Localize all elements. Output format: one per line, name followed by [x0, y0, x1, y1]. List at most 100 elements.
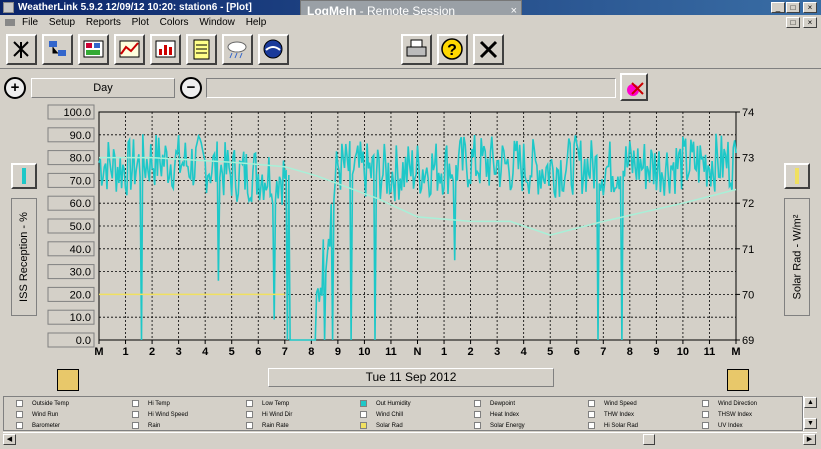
- legend-checkbox[interactable]: [702, 400, 709, 407]
- notes-button[interactable]: [186, 34, 217, 65]
- legend-checkbox[interactable]: [246, 400, 253, 407]
- legend-label: Barometer: [32, 423, 61, 430]
- close-plot-button[interactable]: [473, 34, 504, 65]
- station-icon: [13, 41, 29, 58]
- noaa-button[interactable]: [258, 34, 289, 65]
- date-label[interactable]: Tue 11 Sep 2012: [268, 368, 554, 387]
- legend-vertical-scrollbar[interactable]: ▲ ▼: [803, 396, 817, 431]
- legend-item[interactable]: Rain: [132, 422, 160, 432]
- legend-item[interactable]: Low Temp: [246, 400, 289, 410]
- legend-checkbox[interactable]: [588, 422, 595, 429]
- legend-item[interactable]: THSW Index: [702, 411, 752, 421]
- legend-checkbox[interactable]: [16, 411, 23, 418]
- right-series-button[interactable]: [784, 163, 810, 189]
- legend-checkbox[interactable]: [474, 400, 481, 407]
- menu-reports[interactable]: Reports: [85, 17, 121, 28]
- legend-checkbox[interactable]: [702, 422, 709, 429]
- menu-help[interactable]: Help: [245, 17, 267, 28]
- print-button[interactable]: [401, 34, 432, 65]
- help-button[interactable]: ?: [437, 34, 468, 65]
- legend-item[interactable]: Dewpoint: [474, 400, 515, 410]
- chart-button[interactable]: [150, 34, 181, 65]
- legend-item[interactable]: Heat Index: [474, 411, 519, 421]
- legend-item[interactable]: Wind Chill: [360, 411, 403, 421]
- range-bar[interactable]: [206, 78, 616, 98]
- plot-area: ISS Reception - % Solar Rad - W/m² 100.0…: [0, 104, 821, 394]
- range-selector[interactable]: Day: [31, 78, 175, 98]
- x-tick-label: 5: [547, 346, 553, 358]
- x-tick-label: 4: [521, 346, 528, 358]
- menu-colors[interactable]: Colors: [159, 17, 189, 28]
- station-button[interactable]: [6, 34, 37, 65]
- menu-plot[interactable]: Plot: [131, 17, 149, 28]
- legend-checkbox[interactable]: [246, 411, 253, 418]
- horizontal-scrollbar[interactable]: ◀ ▶: [3, 432, 817, 446]
- legend-item[interactable]: Hi Wind Dir: [246, 411, 292, 421]
- legend-checkbox[interactable]: [132, 422, 139, 429]
- network-button[interactable]: [42, 34, 73, 65]
- left-lock-icon[interactable]: [57, 369, 79, 391]
- legend-checkbox[interactable]: [132, 400, 139, 407]
- legend-checkbox[interactable]: [588, 400, 595, 407]
- scroll-thumb[interactable]: [643, 434, 655, 445]
- legend-item[interactable]: Rain Rate: [246, 422, 289, 432]
- legend-checkbox[interactable]: [132, 411, 139, 418]
- scroll-left-icon[interactable]: ◀: [3, 434, 16, 445]
- scroll-right-icon[interactable]: ▶: [803, 434, 816, 445]
- zoom-in-button[interactable]: +: [4, 77, 26, 99]
- chart-icon: [155, 40, 176, 58]
- left-tick-label: 20.0: [70, 289, 91, 301]
- legend-label: Wind Speed: [604, 401, 637, 408]
- legend-item[interactable]: Hi Solar Rad: [588, 422, 638, 432]
- legend-checkbox[interactable]: [702, 411, 709, 418]
- left-axis-label: ISS Reception - %: [11, 198, 37, 316]
- legend-checkbox[interactable]: [16, 400, 23, 407]
- menu-bar: File Setup Reports Plot Colors Window He…: [0, 15, 821, 30]
- legend-item[interactable]: Wind Direction: [702, 400, 757, 410]
- logmein-close-icon[interactable]: ×: [510, 5, 517, 17]
- legend-checkbox[interactable]: [360, 411, 367, 418]
- close-window-button[interactable]: ×: [803, 2, 817, 13]
- legend-item[interactable]: Hi Wind Speed: [132, 411, 188, 421]
- legend-item[interactable]: Outside Temp: [16, 400, 69, 410]
- legend-label: Wind Run: [32, 412, 59, 419]
- minimize-button[interactable]: _: [771, 2, 785, 13]
- menu-window[interactable]: Window: [199, 17, 235, 28]
- x-tick-label: 8: [308, 346, 314, 358]
- x-tick-label: 4: [202, 346, 209, 358]
- legend-item[interactable]: Solar Rad: [360, 422, 403, 432]
- zoom-out-button[interactable]: −: [180, 77, 202, 99]
- mdi-close-button[interactable]: ×: [803, 17, 817, 28]
- legend-checkbox[interactable]: [588, 411, 595, 418]
- scroll-down-icon[interactable]: ▼: [804, 418, 817, 429]
- legend-item[interactable]: Wind Speed: [588, 400, 637, 410]
- summary-button[interactable]: [114, 34, 145, 65]
- legend-label: Dewpoint: [490, 401, 516, 408]
- legend-item[interactable]: THW Index: [588, 411, 634, 421]
- marker-button[interactable]: [620, 73, 648, 101]
- legend-item[interactable]: UV Index: [702, 422, 743, 432]
- legend-checkbox[interactable]: [246, 422, 253, 429]
- legend-checkbox[interactable]: [360, 422, 367, 429]
- right-lock-icon[interactable]: [727, 369, 749, 391]
- legend-checkbox[interactable]: [360, 400, 367, 407]
- legend-checkbox[interactable]: [474, 422, 481, 429]
- legend-item[interactable]: Hi Temp: [132, 400, 170, 410]
- legend-item[interactable]: Barometer: [16, 422, 60, 432]
- menu-setup[interactable]: Setup: [48, 17, 76, 28]
- bulletin-button[interactable]: [78, 34, 109, 65]
- legend-checkbox[interactable]: [16, 422, 23, 429]
- scroll-up-icon[interactable]: ▲: [804, 397, 817, 408]
- legend-item[interactable]: Solar Energy: [474, 422, 525, 432]
- legend-item[interactable]: Out Humidity: [360, 400, 411, 410]
- menu-file[interactable]: File: [22, 17, 39, 28]
- range-label: Day: [93, 82, 113, 94]
- legend-checkbox[interactable]: [474, 411, 481, 418]
- restore-button[interactable]: □: [786, 2, 800, 13]
- legend-item[interactable]: Wind Run: [16, 411, 58, 421]
- solar-trend-line: [99, 156, 737, 236]
- left-series-button[interactable]: [11, 163, 37, 189]
- plot-controls: + Day −: [0, 72, 821, 104]
- forecast-button[interactable]: [222, 34, 253, 65]
- mdi-restore-button[interactable]: □: [786, 17, 800, 28]
